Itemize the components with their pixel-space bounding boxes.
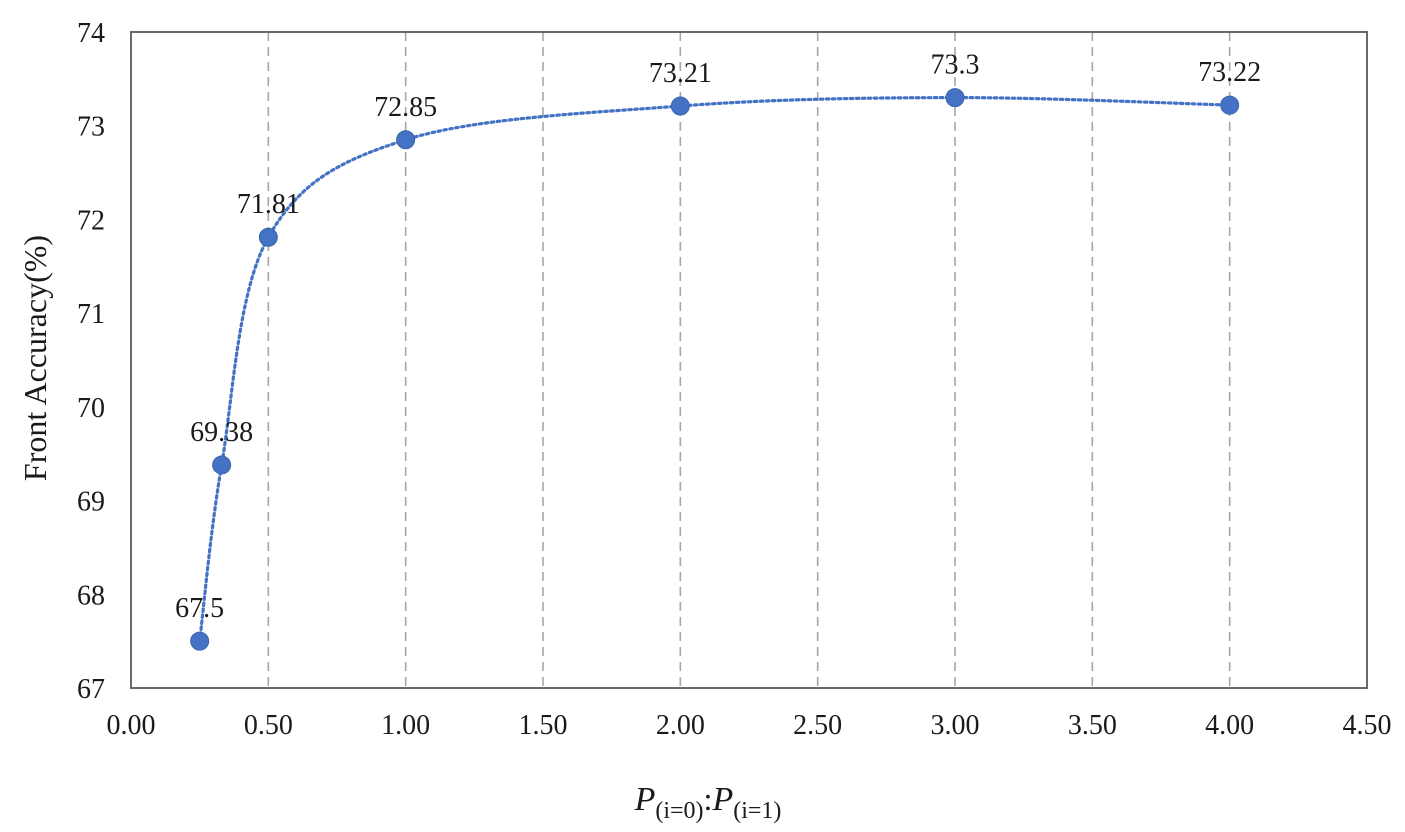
plot-area-border bbox=[130, 31, 1368, 689]
x-tick-label: 1.00 bbox=[381, 710, 430, 741]
y-tick-label: 71 bbox=[77, 299, 105, 330]
y-tick-label: 69 bbox=[77, 487, 105, 518]
data-point bbox=[396, 130, 416, 150]
data-label: 67.5 bbox=[175, 593, 224, 624]
y-axis-title: Front Accuracy(%) bbox=[17, 235, 53, 481]
y-tick-label: 68 bbox=[77, 580, 105, 611]
data-point bbox=[670, 96, 690, 116]
data-label: 72.85 bbox=[374, 92, 437, 123]
x-tick-label: 1.50 bbox=[519, 710, 568, 741]
data-label: 73.22 bbox=[1198, 57, 1261, 88]
data-point bbox=[258, 227, 278, 247]
x-tick-label: 0.00 bbox=[107, 710, 156, 741]
x-tick-label: 0.50 bbox=[244, 710, 293, 741]
x-tick-label: 2.50 bbox=[793, 710, 842, 741]
data-label: 73.3 bbox=[931, 50, 980, 81]
y-tick-label: 70 bbox=[77, 393, 105, 424]
x-axis-title-sub0: (i=0) bbox=[655, 798, 703, 824]
y-tick-label: 67 bbox=[77, 674, 105, 705]
y-tick-label: 74 bbox=[77, 18, 105, 49]
x-tick-label: 4.50 bbox=[1343, 710, 1392, 741]
x-axis-title-p1: P bbox=[711, 781, 733, 818]
plot-frame bbox=[130, 31, 1368, 689]
trendline-layer bbox=[198, 95, 1232, 643]
data-labels: 67.5 69.38 71.81 72.85 73.21 73.3 73.22 bbox=[175, 50, 1261, 625]
data-point bbox=[1220, 95, 1240, 115]
data-point bbox=[945, 88, 965, 108]
y-tick-label: 73 bbox=[77, 112, 105, 143]
x-tick-label: 3.50 bbox=[1068, 710, 1117, 741]
data-point bbox=[212, 455, 232, 475]
x-axis-title: P(i=0):P(i=1) bbox=[634, 781, 782, 824]
data-point bbox=[190, 631, 210, 651]
x-tick-labels: 0.00 0.50 1.00 1.50 2.00 2.50 3.00 3.50 4.00 4.50 bbox=[107, 710, 1392, 741]
data-points bbox=[190, 88, 1240, 651]
y-tick-label: 72 bbox=[77, 205, 105, 236]
x-axis-title-p0: P bbox=[634, 781, 656, 818]
data-label: 73.21 bbox=[649, 58, 712, 89]
data-label: 69.38 bbox=[190, 417, 253, 448]
trendline bbox=[198, 95, 1232, 643]
x-axis-title-sep: : bbox=[704, 781, 713, 817]
x-tick-label: 3.00 bbox=[931, 710, 980, 741]
data-label: 71.81 bbox=[237, 189, 300, 220]
y-tick-labels: 67 68 69 70 71 72 73 74 bbox=[77, 18, 105, 705]
x-axis-title-sub1: (i=1) bbox=[733, 798, 781, 824]
x-tick-label: 4.00 bbox=[1205, 710, 1254, 741]
grid-layer bbox=[267, 32, 1231, 688]
x-tick-label: 2.00 bbox=[656, 710, 705, 741]
